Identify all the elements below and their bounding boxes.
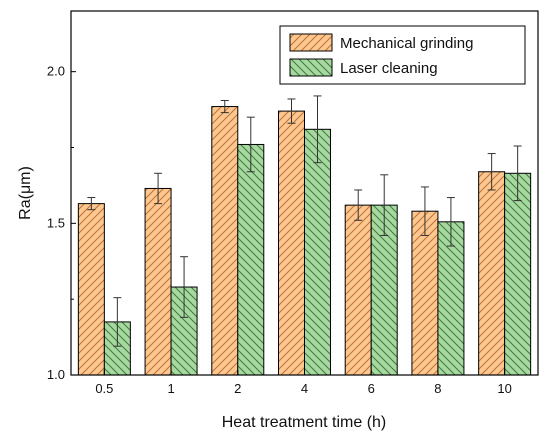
legend: Mechanical grinding Laser cleaning [279, 25, 526, 85]
x-tick-label-10: 10 [497, 381, 511, 396]
legend-label-laser-cleaning: Laser cleaning [340, 60, 438, 77]
y-axis-label: Ra(μm) [17, 166, 34, 220]
x-tick-label-4: 4 [301, 381, 308, 396]
error-bar-mechanical-grinding-8 [420, 186, 429, 236]
error-bar-mechanical-grinding-4 [287, 98, 296, 124]
y-tick-label-1.5: 1.5 [47, 215, 65, 230]
error-bar-mechanical-grinding-6 [354, 189, 363, 221]
bar-mechanical-grinding-2 [211, 106, 239, 376]
bar-mechanical-grinding-10 [478, 171, 506, 376]
error-bar-laser-cleaning-6 [380, 174, 389, 236]
error-bar-mechanical-grinding-10 [487, 153, 496, 191]
error-bar-mechanical-grinding-0.5 [87, 197, 96, 211]
x-axis-label: Heat treatment time (h) [222, 414, 387, 431]
bar-mechanical-grinding-8 [411, 210, 439, 376]
x-tick-label-0.5: 0.5 [95, 381, 113, 396]
legend-label-mechanical-grinding: Mechanical grinding [340, 35, 473, 52]
y-tick-label-2.0: 2.0 [47, 64, 65, 79]
x-tick-label-8: 8 [434, 381, 441, 396]
legend-swatch-laser-cleaning [289, 58, 333, 77]
bar-mechanical-grinding-0.5 [77, 203, 105, 376]
y-axis: 1.0 1.5 2.0 [47, 64, 76, 382]
bars-layer [77, 106, 532, 376]
y-tick-label-1.0: 1.0 [47, 367, 65, 382]
x-tick-label-2: 2 [234, 381, 241, 396]
error-bar-mechanical-grinding-1 [154, 172, 163, 205]
bar-mechanical-grinding-4 [278, 110, 305, 376]
error-bars-layer [87, 95, 522, 347]
error-bar-laser-cleaning-1 [180, 256, 189, 318]
error-bar-laser-cleaning-0.5 [113, 297, 122, 347]
error-bar-laser-cleaning-8 [446, 197, 455, 247]
bar-laser-cleaning-4 [304, 128, 331, 376]
error-bar-laser-cleaning-2 [246, 116, 255, 173]
x-axis: 0.5 1 2 4 6 8 10 [95, 370, 512, 396]
error-bar-laser-cleaning-10 [513, 145, 522, 202]
bar-laser-cleaning-2 [237, 143, 265, 376]
bar-mechanical-grinding-1 [144, 187, 172, 376]
legend-swatch-mechanical-grinding [289, 33, 333, 52]
x-tick-label-6: 6 [368, 381, 375, 396]
x-tick-label-1: 1 [167, 381, 174, 396]
error-bar-mechanical-grinding-2 [220, 99, 229, 114]
error-bar-laser-cleaning-4 [313, 95, 322, 164]
bar-laser-cleaning-10 [504, 172, 532, 376]
bar-mechanical-grinding-6 [344, 204, 372, 376]
bar-laser-cleaning-6 [370, 204, 398, 376]
